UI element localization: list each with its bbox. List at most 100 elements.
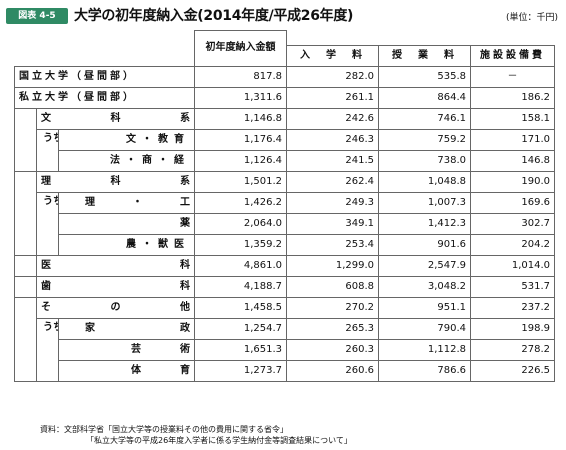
cell-facility: 237.2 bbox=[470, 296, 556, 319]
table-row: うち 文・教育 1,176.4 246.3 759.2 171.0 bbox=[15, 128, 556, 172]
row-label: 芸術 bbox=[57, 338, 196, 361]
cell-facility: 158.1 bbox=[470, 107, 556, 130]
cell-tuition: 901.6 bbox=[378, 233, 472, 256]
cell-admission: 270.2 bbox=[286, 296, 380, 319]
row-label: 体育 bbox=[57, 359, 196, 382]
cell-total: 1,458.5 bbox=[194, 296, 288, 319]
table-row: 私立大学（昼間部） 1,311.6 261.1 864.4 186.2 bbox=[13, 86, 556, 109]
cell-facility: 531.7 bbox=[470, 275, 556, 298]
cell-admission: 253.4 bbox=[286, 233, 380, 256]
row-label: 農・獣医 bbox=[57, 233, 196, 256]
col-header-admission: 入 学 料 bbox=[286, 44, 380, 67]
cell-total: 4,861.0 bbox=[194, 254, 288, 277]
figure-title: 大学の初年度納入金(2014年度/平成26年度) bbox=[74, 8, 354, 24]
cell-total: 1,651.3 bbox=[194, 338, 288, 361]
cell-admission: 608.8 bbox=[286, 275, 380, 298]
row-label: 歯科 bbox=[35, 275, 196, 298]
row-prefix: うち bbox=[36, 128, 59, 172]
cell-tuition: 746.1 bbox=[378, 107, 472, 130]
cell-tuition: 759.2 bbox=[378, 128, 472, 151]
table-row: 医科 4,861.0 1,299.0 2,547.9 1,014.0 bbox=[14, 254, 556, 277]
cell-total: 1,176.4 bbox=[194, 128, 288, 151]
cell-facility: 186.2 bbox=[470, 86, 556, 109]
table-row: 国立大学（昼間部） 817.8 282.0 535.8 － bbox=[13, 65, 556, 88]
header-row: 初年度納入金額 bbox=[14, 30, 555, 67]
cell-admission: 249.3 bbox=[286, 191, 380, 214]
cell-facility: － bbox=[470, 65, 556, 88]
row-label: 家政 bbox=[57, 317, 196, 340]
cell-tuition: 2,547.9 bbox=[378, 254, 472, 277]
col-header-facility: 施設設備費 bbox=[470, 44, 556, 67]
tuition-table: 初年度納入金額 入 学 料 授 業 料 施設設備費 国立大学（昼間部） 817.… bbox=[13, 30, 556, 382]
cell-admission: 260.6 bbox=[286, 359, 380, 382]
cell-admission: 260.3 bbox=[286, 338, 380, 361]
row-label: 薬 bbox=[57, 212, 196, 235]
row-prefix: うち bbox=[36, 317, 59, 382]
cell-tuition: 1,112.8 bbox=[378, 338, 472, 361]
subheader-row: 入 学 料 授 業 料 施設設備費 bbox=[15, 44, 556, 67]
cell-facility: 171.0 bbox=[470, 128, 556, 151]
cell-admission: 349.1 bbox=[286, 212, 380, 235]
cell-facility: 204.2 bbox=[470, 233, 556, 256]
col-header-total: 初年度納入金額 bbox=[194, 30, 288, 67]
row-label: 国立大学（昼間部） bbox=[13, 65, 196, 88]
cell-total: 817.8 bbox=[194, 65, 288, 88]
cell-tuition: 864.4 bbox=[378, 86, 472, 109]
table-row: 法・商・経 1,126.4 241.5 738.0 146.8 bbox=[15, 149, 556, 172]
cell-facility: 278.2 bbox=[470, 338, 556, 361]
cell-total: 1,501.2 bbox=[194, 170, 288, 193]
row-label: 理・工 bbox=[57, 191, 196, 214]
figure-header: 図表 4-5 大学の初年度納入金(2014年度/平成26年度) (単位：千円) bbox=[6, 6, 560, 28]
cell-total: 2,064.0 bbox=[194, 212, 288, 235]
cell-total: 1,311.6 bbox=[194, 86, 288, 109]
row-label: その他 bbox=[35, 296, 196, 319]
table-row: 理科系 1,501.2 262.4 1,048.8 190.0 bbox=[14, 170, 556, 256]
table-row: うち 家政 1,254.7 265.3 790.4 198.9 bbox=[15, 317, 556, 382]
cell-admission: 246.3 bbox=[286, 128, 380, 151]
cell-tuition: 535.8 bbox=[378, 65, 472, 88]
cell-facility: 302.7 bbox=[470, 212, 556, 235]
row-prefix: うち bbox=[36, 191, 59, 256]
cell-admission: 241.5 bbox=[286, 149, 380, 172]
table-row: 体育 1,273.7 260.6 786.6 226.5 bbox=[15, 359, 556, 382]
table-row: うち 理・工 1,426.2 249.3 1,007.3 169.6 bbox=[15, 191, 556, 256]
source-line-2: 「私立大学等の平成26年度入学者に係る学生納付金等調査結果について」 bbox=[86, 436, 352, 445]
cell-tuition: 1,007.3 bbox=[378, 191, 472, 214]
cell-facility: 198.9 bbox=[470, 317, 556, 340]
cell-tuition: 790.4 bbox=[378, 317, 472, 340]
cell-admission: 1,299.0 bbox=[286, 254, 380, 277]
unit-label: (単位：千円) bbox=[505, 13, 558, 23]
cell-admission: 242.6 bbox=[286, 107, 380, 130]
cell-tuition: 1,412.3 bbox=[378, 212, 472, 235]
table-row: 薬 2,064.0 349.1 1,412.3 302.7 bbox=[15, 212, 556, 235]
cell-facility: 146.8 bbox=[470, 149, 556, 172]
cell-tuition: 951.1 bbox=[378, 296, 472, 319]
cell-total: 1,426.2 bbox=[194, 191, 288, 214]
cell-total: 1,359.2 bbox=[194, 233, 288, 256]
row-label: 文・教育 bbox=[57, 128, 196, 151]
cell-facility: 190.0 bbox=[470, 170, 556, 193]
source-footnote: 資料：文部科学省「国立大学等の授業料その他の費用に関する省令」 「私立大学等の平… bbox=[40, 424, 352, 446]
row-label: 文科系 bbox=[35, 107, 196, 130]
cell-total: 4,188.7 bbox=[194, 275, 288, 298]
cell-facility: 169.6 bbox=[470, 191, 556, 214]
row-label: 私立大学（昼間部） bbox=[13, 86, 196, 109]
cell-total: 1,146.8 bbox=[194, 107, 288, 130]
row-label: 法・商・経 bbox=[57, 149, 196, 172]
cell-admission: 261.1 bbox=[286, 86, 380, 109]
cell-total: 1,273.7 bbox=[194, 359, 288, 382]
cell-tuition: 1,048.8 bbox=[378, 170, 472, 193]
table-row: 芸術 1,651.3 260.3 1,112.8 278.2 bbox=[15, 338, 556, 361]
table-row: 農・獣医 1,359.2 253.4 901.6 204.2 bbox=[15, 233, 556, 256]
row-label: 医科 bbox=[35, 254, 196, 277]
source-line-1: 資料：文部科学省「国立大学等の授業料その他の費用に関する省令」 bbox=[40, 425, 288, 434]
cell-facility: 1,014.0 bbox=[470, 254, 556, 277]
cell-tuition: 786.6 bbox=[378, 359, 472, 382]
cell-facility: 226.5 bbox=[470, 359, 556, 382]
cell-admission: 282.0 bbox=[286, 65, 380, 88]
cell-total: 1,254.7 bbox=[194, 317, 288, 340]
table-row: 文科系 1,146.8 242.6 746.1 158.1 bbox=[14, 107, 556, 172]
cell-admission: 262.4 bbox=[286, 170, 380, 193]
figure-tag: 図表 4-5 bbox=[6, 8, 68, 24]
cell-total: 1,126.4 bbox=[194, 149, 288, 172]
